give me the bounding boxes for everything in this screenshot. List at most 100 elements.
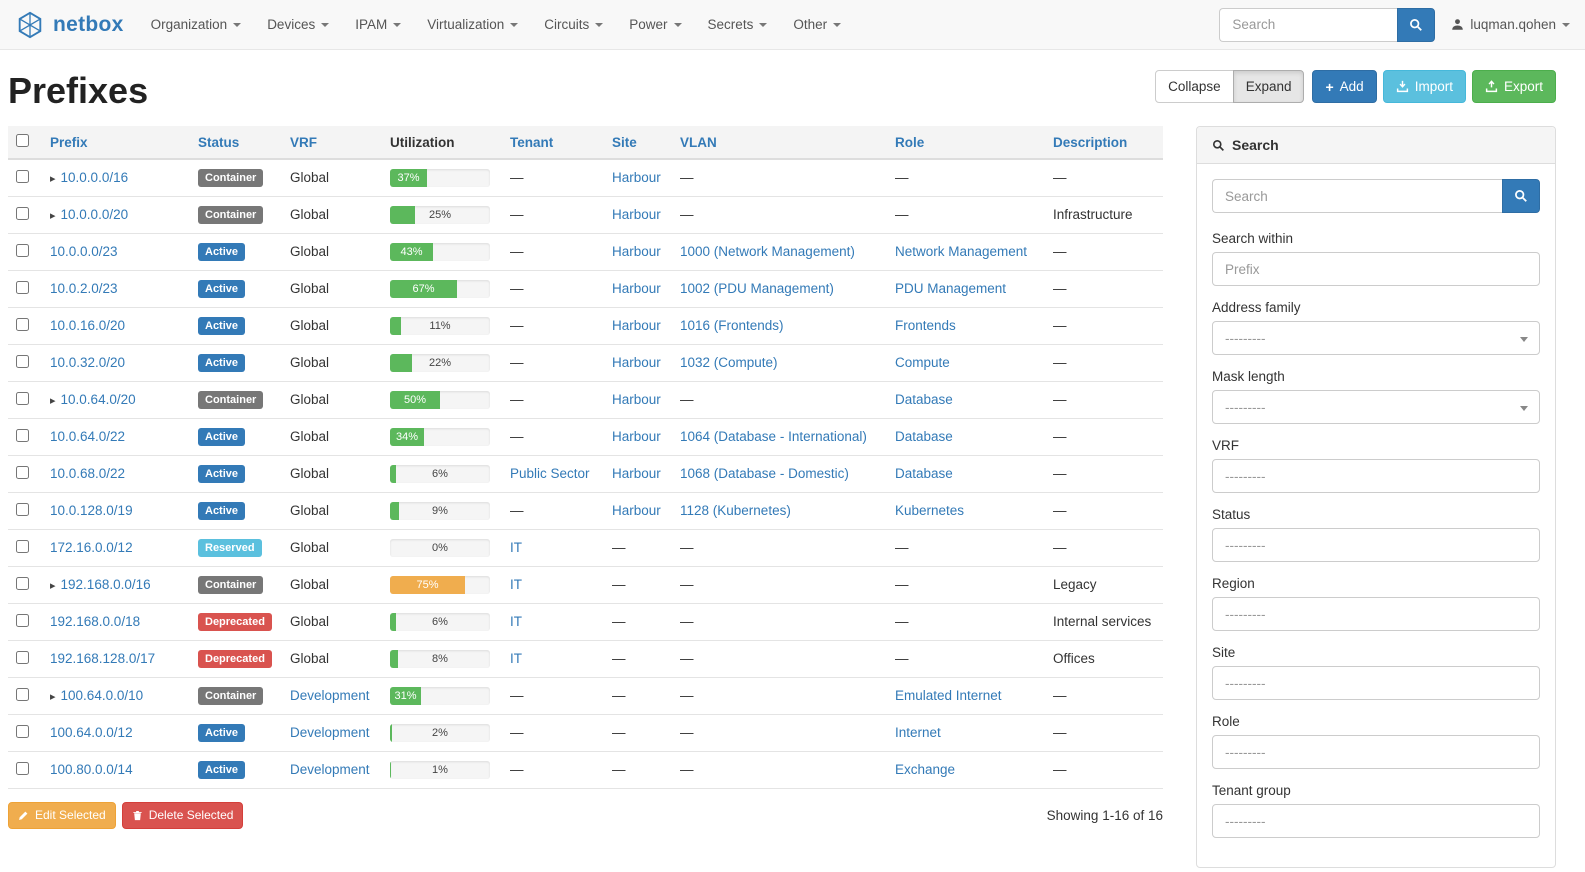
filter-input-vrf[interactable] [1212,459,1540,493]
row-checkbox[interactable] [16,391,29,405]
role-link[interactable]: Compute [895,355,950,370]
prefix-link[interactable]: 10.0.0.0/23 [50,244,118,259]
vlan-link[interactable]: 1032 (Compute) [680,355,778,370]
vlan-link[interactable]: 1002 (PDU Management) [680,281,834,296]
nav-menu-power[interactable]: Power [616,0,694,50]
role-link[interactable]: Kubernetes [895,503,965,518]
expand-caret-icon[interactable]: ▸ [50,691,56,703]
role-link[interactable]: Internet [895,725,941,740]
user-menu[interactable]: luqman.qohen [1451,17,1570,32]
role-link[interactable]: Database [895,429,953,444]
nav-menu-ipam[interactable]: IPAM [342,0,414,50]
prefix-link[interactable]: 192.168.0.0/16 [60,577,151,592]
row-checkbox[interactable] [16,317,29,331]
site-link[interactable]: Harbour [612,281,661,296]
filter-input-site[interactable] [1212,666,1540,700]
tenant-link[interactable]: IT [510,651,522,666]
filter-search-button[interactable] [1502,179,1540,213]
site-link[interactable]: Harbour [612,429,661,444]
role-link[interactable]: Database [895,466,953,481]
prefix-link[interactable]: 10.0.64.0/22 [50,429,126,444]
nav-menu-organization[interactable]: Organization [138,0,255,50]
vrf-link[interactable]: Development [290,725,370,740]
prefix-link[interactable]: 10.0.16.0/20 [50,318,126,333]
row-checkbox[interactable] [16,687,29,701]
export-button[interactable]: Export [1471,70,1556,104]
expand-caret-icon[interactable]: ▸ [50,580,56,592]
delete-selected-button[interactable]: Delete Selected [121,801,244,829]
tenant-link[interactable]: Public Sector [510,466,590,481]
prefix-link[interactable]: 10.0.2.0/23 [50,281,118,296]
role-link[interactable]: Database [895,392,953,407]
prefix-link[interactable]: 10.0.0.0/20 [60,207,129,222]
netbox-logo[interactable]: netbox [15,10,124,40]
site-link[interactable]: Harbour [612,466,661,481]
vlan-link[interactable]: 1068 (Database - Domestic) [680,466,849,481]
site-link[interactable]: Harbour [612,503,661,518]
filter-select-mask-length[interactable]: --------- [1212,390,1540,424]
column-sort-link[interactable]: Prefix [50,134,88,150]
prefix-link[interactable]: 100.64.0.0/12 [50,725,133,740]
row-checkbox[interactable] [16,354,29,368]
row-checkbox[interactable] [16,724,29,738]
navbar-search-input[interactable] [1219,7,1398,42]
filter-input-tenant-group[interactable] [1212,804,1540,838]
vlan-link[interactable]: 1000 (Network Management) [680,244,855,259]
column-sort-link[interactable]: Description [1053,134,1128,150]
row-checkbox[interactable] [16,613,29,627]
expand-caret-icon[interactable]: ▸ [50,210,56,222]
prefix-link[interactable]: 192.168.0.0/18 [50,614,141,629]
filter-input-search-within[interactable] [1212,252,1540,286]
role-link[interactable]: PDU Management [895,281,1007,296]
site-link[interactable]: Harbour [612,392,661,407]
row-checkbox[interactable] [16,280,29,294]
row-checkbox[interactable] [16,428,29,442]
vlan-link[interactable]: 1128 (Kubernetes) [680,503,791,518]
expand-caret-icon[interactable]: ▸ [50,395,56,407]
site-link[interactable]: Harbour [612,244,661,259]
role-link[interactable]: Frontends [895,318,956,333]
prefix-link[interactable]: 172.16.0.0/12 [50,540,133,555]
column-sort-link[interactable]: Status [198,134,240,150]
edit-selected-button[interactable]: Edit Selected [8,801,116,829]
row-checkbox[interactable] [16,169,29,183]
navbar-search-button[interactable] [1397,7,1436,42]
prefix-link[interactable]: 10.0.128.0/19 [50,503,133,518]
vrf-link[interactable]: Development [290,762,370,777]
vlan-link[interactable]: 1064 (Database - International) [680,429,867,444]
row-checkbox[interactable] [16,650,29,664]
nav-menu-devices[interactable]: Devices [254,0,342,50]
nav-menu-secrets[interactable]: Secrets [695,0,781,50]
import-button[interactable]: Import [1382,70,1466,104]
site-link[interactable]: Harbour [612,355,661,370]
role-link[interactable]: Emulated Internet [895,688,1002,703]
prefix-link[interactable]: 100.80.0.0/14 [50,762,133,777]
expand-caret-icon[interactable]: ▸ [50,173,56,186]
role-link[interactable]: Network Management [895,244,1028,259]
nav-menu-other[interactable]: Other [780,0,854,50]
row-checkbox[interactable] [16,576,29,590]
filter-select-address-family[interactable]: --------- [1212,321,1540,355]
row-checkbox[interactable] [16,243,29,257]
column-sort-link[interactable]: VLAN [680,134,717,150]
select-all-checkbox[interactable] [16,134,29,147]
filter-input-region[interactable] [1212,597,1540,631]
filter-input-role[interactable] [1212,735,1540,769]
row-checkbox[interactable] [16,539,29,553]
prefix-link[interactable]: 10.0.68.0/22 [50,466,126,481]
expand-button[interactable]: Expand [1232,70,1305,104]
prefix-link[interactable]: 10.0.64.0/20 [60,392,136,407]
column-sort-link[interactable]: Tenant [510,134,554,150]
site-link[interactable]: Harbour [612,170,661,186]
row-checkbox[interactable] [16,761,29,775]
vlan-link[interactable]: 1016 (Frontends) [680,318,784,333]
filter-search-input[interactable] [1212,179,1502,213]
column-sort-link[interactable]: VRF [290,134,317,150]
tenant-link[interactable]: IT [510,577,522,592]
column-sort-link[interactable]: Role [895,134,925,150]
site-link[interactable]: Harbour [612,318,661,333]
filter-input-status[interactable] [1212,528,1540,562]
tenant-link[interactable]: IT [510,540,522,555]
add-button[interactable]: + Add [1312,70,1377,104]
collapse-button[interactable]: Collapse [1155,70,1234,104]
